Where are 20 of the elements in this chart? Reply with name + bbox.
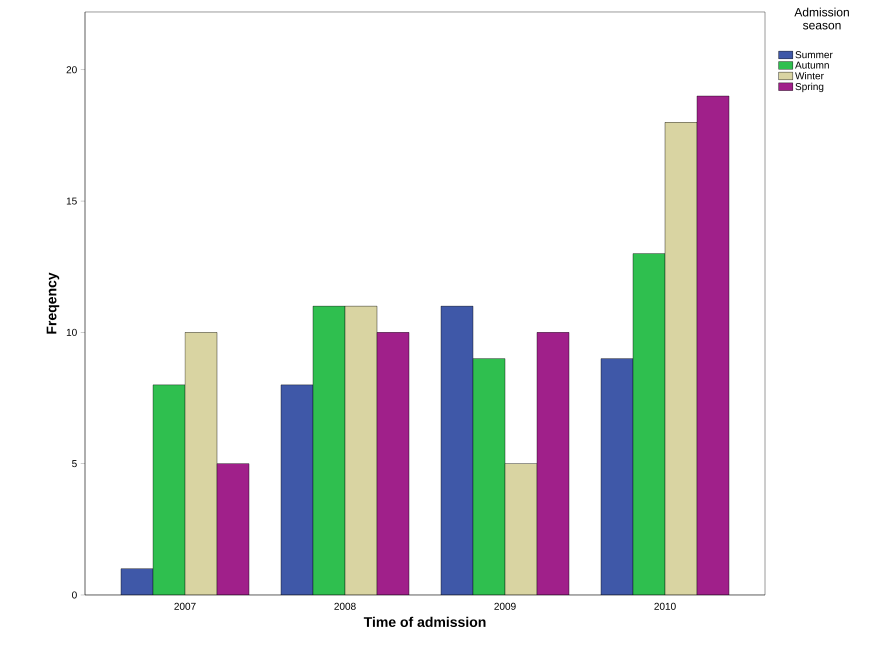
x-tick-label: 2007: [174, 602, 196, 610]
legend-label: Autumn: [795, 62, 829, 69]
legend-label: Spring: [795, 82, 824, 92]
y-tick-label: 15: [66, 198, 77, 205]
x-axis-title: Time of admission: [364, 616, 486, 628]
y-axis-title: Freqency: [46, 272, 60, 334]
legend-label: Winter: [795, 72, 824, 80]
y-tick-label: 20: [66, 66, 77, 74]
y-tick-label: 0: [72, 591, 77, 599]
x-tick-label: 2008: [334, 602, 356, 610]
x-tick-label: 2010: [654, 602, 676, 610]
bar: [377, 332, 410, 595]
bar: [537, 332, 570, 595]
y-tick-label: 5: [72, 460, 77, 468]
legend-label: Summer: [795, 51, 833, 58]
y-tick-label: 10: [66, 328, 77, 336]
bar: [696, 96, 730, 595]
bar: [217, 464, 250, 595]
x-tick-label: 2009: [494, 602, 516, 610]
legend-title: Admission season: [794, 8, 849, 30]
